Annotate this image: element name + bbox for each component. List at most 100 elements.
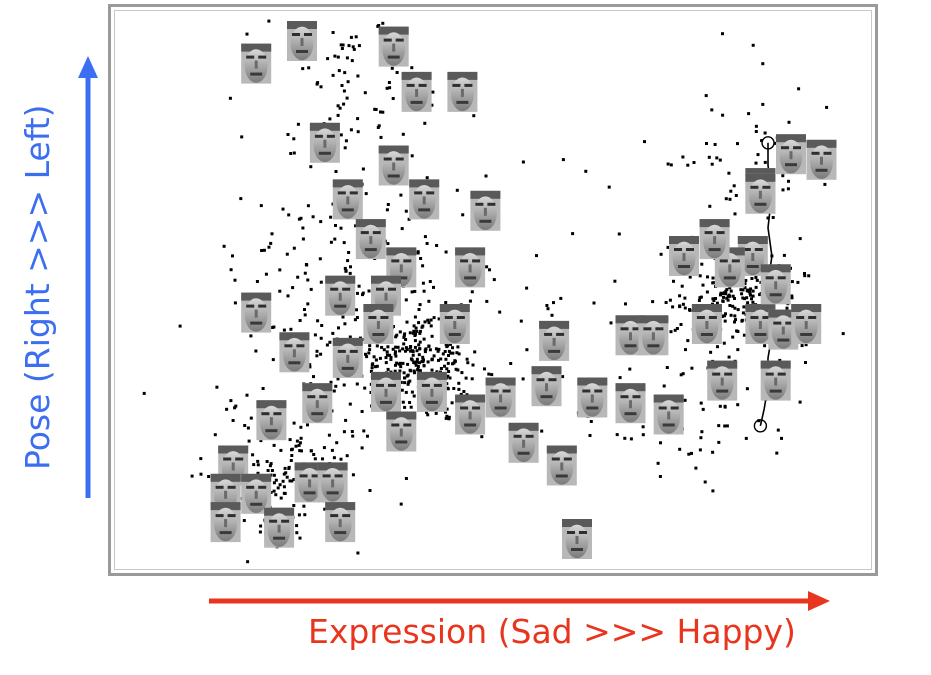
data-point <box>681 302 685 306</box>
data-point <box>736 142 739 146</box>
data-point <box>721 299 725 303</box>
data-point <box>302 504 306 508</box>
face-thumbnail <box>264 507 295 548</box>
data-point <box>468 299 472 303</box>
data-point <box>427 344 431 348</box>
face-thumbnail <box>325 275 356 316</box>
data-point <box>447 370 451 373</box>
data-point <box>373 365 377 369</box>
data-point <box>413 315 417 319</box>
data-point <box>559 296 563 300</box>
data-point <box>282 485 286 489</box>
data-point <box>428 280 432 283</box>
data-point <box>423 350 427 354</box>
data-point <box>743 286 747 290</box>
data-point <box>276 486 280 490</box>
data-point <box>790 280 794 284</box>
face-thumbnail <box>691 304 722 344</box>
data-point <box>439 367 443 370</box>
data-point <box>233 301 237 305</box>
data-point <box>705 142 708 145</box>
data-point <box>355 382 359 386</box>
data-point <box>404 338 408 341</box>
data-point <box>303 313 307 317</box>
data-point <box>418 331 422 335</box>
data-point <box>739 288 743 292</box>
data-point <box>319 85 323 89</box>
data-point <box>688 275 692 279</box>
data-point <box>804 343 808 347</box>
data-point <box>710 162 714 166</box>
data-point <box>353 318 357 322</box>
data-point <box>385 353 389 357</box>
data-point <box>356 130 360 134</box>
data-point <box>404 209 408 213</box>
data-point <box>729 189 733 193</box>
data-point <box>334 170 338 173</box>
data-point <box>291 286 295 290</box>
data-point <box>728 294 732 298</box>
data-point <box>270 469 274 472</box>
data-point <box>256 459 260 463</box>
data-point <box>763 344 767 348</box>
data-point <box>278 483 282 487</box>
data-point <box>272 473 276 477</box>
data-point <box>754 130 758 133</box>
data-point <box>613 279 617 283</box>
data-point <box>727 171 731 175</box>
data-point <box>445 386 449 390</box>
data-point <box>750 297 753 301</box>
data-point <box>375 364 379 368</box>
data-point <box>243 424 247 427</box>
data-point <box>402 342 406 346</box>
data-point <box>347 251 351 254</box>
face-thumbnail <box>302 383 333 424</box>
data-point <box>446 361 450 365</box>
data-point <box>357 44 361 48</box>
data-point <box>740 292 744 296</box>
data-point <box>308 365 312 369</box>
data-point <box>588 434 592 437</box>
data-point <box>274 478 278 482</box>
data-point <box>672 279 675 283</box>
data-point <box>781 188 785 192</box>
data-point <box>409 349 413 353</box>
face-thumbnail <box>355 219 386 260</box>
face-thumbnail <box>371 371 401 412</box>
data-point <box>545 304 549 307</box>
data-point <box>344 269 348 273</box>
data-point <box>721 32 724 36</box>
data-point <box>426 360 430 364</box>
data-point <box>379 135 383 139</box>
data-point <box>418 347 422 351</box>
data-point <box>761 62 765 66</box>
data-point <box>298 441 302 445</box>
data-point <box>348 335 352 339</box>
data-point <box>414 363 418 367</box>
data-point <box>249 334 253 338</box>
data-point <box>470 290 474 294</box>
data-point <box>345 96 349 100</box>
data-point <box>267 245 271 249</box>
data-point <box>447 415 451 419</box>
data-point <box>346 259 350 263</box>
face-thumbnail <box>669 236 699 276</box>
data-point <box>379 110 382 114</box>
data-point <box>546 307 550 311</box>
data-point <box>336 113 340 117</box>
data-point <box>315 349 319 353</box>
data-point <box>782 253 786 257</box>
data-point <box>396 345 400 349</box>
data-point <box>755 278 759 282</box>
data-point <box>733 297 736 300</box>
data-point <box>400 388 404 392</box>
face-thumbnail <box>401 71 432 112</box>
face-thumbnail <box>416 371 447 412</box>
data-point <box>745 296 749 300</box>
data-point <box>659 441 662 445</box>
data-point <box>412 329 416 333</box>
data-point <box>771 216 775 219</box>
face-thumbnail <box>386 411 417 452</box>
data-point <box>406 362 410 366</box>
data-point <box>741 296 745 300</box>
